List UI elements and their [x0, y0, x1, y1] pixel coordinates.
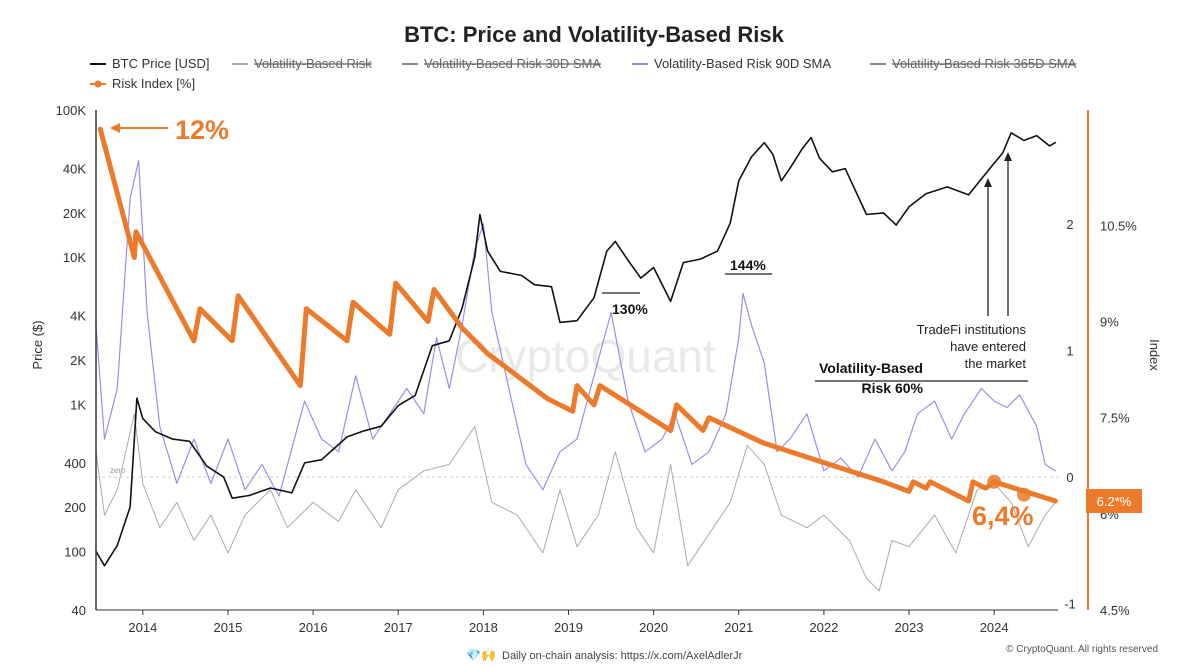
x-tick-label: 2019 [554, 620, 583, 635]
x-tick-label: 2023 [895, 620, 924, 635]
y-left-tick-label: 4K [70, 309, 86, 324]
zero-label: zero [110, 466, 126, 475]
label-tradefi-3: the market [965, 356, 1027, 371]
legend-label: Volatility-Based Risk [254, 56, 372, 71]
y-left-tick-label: 100 [64, 544, 86, 559]
y-left-tick-label: 10K [63, 250, 86, 265]
label-6-4pct: 6,4% [972, 501, 1034, 531]
y-mid-tick-label: -1 [1064, 597, 1076, 612]
legend-label: BTC Price [USD] [112, 56, 210, 71]
annotations-layer: 12% 6,4% 130% 144% Volatility-Based Risk 60% T… [110, 115, 1142, 531]
legend-label: Volatility-Based Risk 30D SMA [424, 56, 601, 71]
y-right-tick-label: 4.5% [1100, 603, 1130, 618]
y-left-tick-label: 40 [72, 603, 86, 618]
current-value-badge [1086, 489, 1142, 514]
y-right-tick-label: 10.5% [1100, 218, 1137, 233]
x-tick-label: 2020 [639, 620, 668, 635]
copyright: © CryptoQuant. All rights reserved [1006, 644, 1158, 655]
y-right-tick-label: 7.5% [1100, 411, 1130, 426]
plot-area: zero [96, 466, 1058, 478]
label-144pct: 144% [730, 257, 766, 273]
series-layer [95, 126, 1058, 592]
y-left-tick-label: 40K [63, 162, 86, 177]
x-tick-label: 2018 [469, 620, 498, 635]
footer: 💎🙌 Daily on-chain analysis: https://x.co… [466, 648, 743, 662]
y-left-axis-title: Price ($) [30, 320, 45, 369]
label-tradefi-2: have entered [950, 339, 1026, 354]
y-left-tick-label: 20K [63, 206, 86, 221]
legend-label: Volatility-Based Risk 365D SMA [892, 56, 1077, 71]
y-mid-tick-label: 1 [1066, 344, 1073, 359]
diamond-icon: 💎🙌 [466, 648, 496, 662]
watermark: CryptoQuant [455, 330, 716, 382]
y-right-axis-title: Index [1147, 339, 1162, 371]
y-left-tick-label: 400 [64, 456, 86, 471]
legend-item[interactable]: Volatility-Based Risk [232, 56, 372, 71]
series-line [95, 413, 1056, 592]
x-tick-label: 2016 [299, 620, 328, 635]
legend-item[interactable]: BTC Price [USD] [90, 56, 210, 71]
chart-title: BTC: Price and Volatility-Based Risk [404, 22, 785, 47]
y-left-tick-label: 200 [64, 500, 86, 515]
x-tick-label: 2021 [724, 620, 753, 635]
series-line [95, 160, 1056, 497]
label-130pct: 130% [612, 301, 648, 317]
footer-text: Daily on-chain analysis: https://x.com/A… [502, 650, 743, 662]
y-left-tick-label: 1K [70, 397, 86, 412]
current-value-badge-text: 6.2*% [1097, 494, 1132, 509]
label-vbr-2: Risk 60% [862, 380, 924, 396]
x-tick-label: 2014 [128, 620, 157, 635]
legend-dot [94, 80, 102, 88]
series-line [95, 132, 1057, 567]
arrow-tradefi-head [984, 178, 992, 187]
legend-item[interactable]: Volatility-Based Risk 30D SMA [402, 56, 601, 71]
legend: BTC Price [USD] Volatility-Based Risk Vola… [90, 56, 1077, 91]
series-line [97, 126, 1058, 504]
risk-index-marker [987, 474, 1002, 489]
arrow-tradefi-head [1004, 152, 1012, 161]
x-tick-label: 2022 [809, 620, 838, 635]
x-tick-label: 2015 [213, 620, 242, 635]
y-mid-tick-label: 0 [1066, 470, 1073, 485]
y-mid-tick-label: 2 [1066, 217, 1073, 232]
y-right-tick-label: 9% [1100, 315, 1119, 330]
label-vbr-1: Volatility-Based [819, 360, 923, 376]
legend-item[interactable]: Volatility-Based Risk 365D SMA [870, 56, 1077, 71]
legend-item[interactable]: Volatility-Based Risk 90D SMA [632, 56, 831, 71]
risk-index-marker [1016, 487, 1031, 502]
y-left-tick-label: 100K [56, 103, 87, 118]
arrow-12pct-head [110, 123, 120, 133]
label-tradefi-1: TradeFi institutions [917, 322, 1027, 337]
legend-item[interactable]: Risk Index [%] [90, 76, 195, 91]
legend-label: Risk Index [%] [112, 76, 195, 91]
legend-label: Volatility-Based Risk 90D SMA [654, 56, 831, 71]
x-tick-label: 2017 [384, 620, 413, 635]
y-left-tick-label: 2K [70, 353, 86, 368]
x-tick-label: 2024 [980, 620, 1009, 635]
label-12pct: 12% [175, 115, 229, 145]
